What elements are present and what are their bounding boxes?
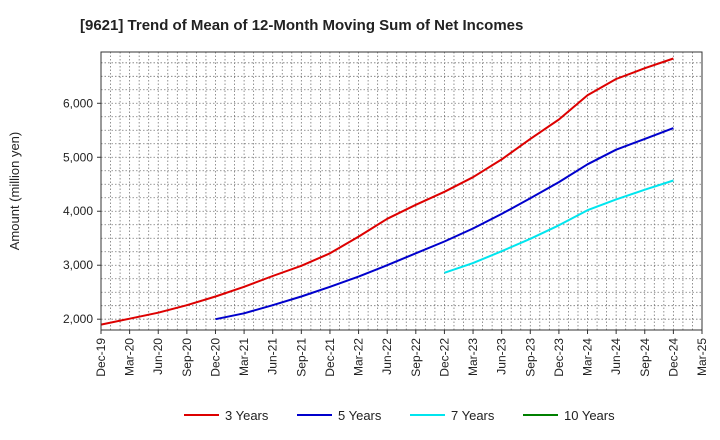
grid-lines (101, 52, 702, 330)
series-line-7-years (444, 179, 674, 274)
series-lines (100, 57, 674, 326)
plot-area-frame (100, 51, 703, 331)
y-tick-label: 6,000 (63, 96, 93, 110)
y-axis-label: Amount (million yen) (7, 132, 22, 251)
y-tick-label: 4,000 (63, 204, 93, 218)
x-tick-label: Sep-24 (638, 338, 652, 377)
x-tick-label: Sep-21 (294, 338, 308, 377)
x-tick-label: Mar-24 (581, 338, 595, 376)
x-tick-label: Mar-23 (466, 338, 480, 376)
x-tick-label: Dec-19 (94, 338, 108, 377)
chart-title: [9621] Trend of Mean of 12-Month Moving … (80, 17, 523, 34)
x-tick-label: Jun-21 (266, 338, 280, 375)
y-tick-labels: 2,000 3,000 4,000 5,000 6,000 (63, 96, 101, 326)
y-tick-label: 2,000 (63, 312, 93, 326)
x-tick-label: Mar-25 (695, 338, 709, 376)
legend-label: 7 Years (451, 408, 495, 423)
series-line-5-years (215, 127, 674, 321)
series-line-3-years (100, 57, 674, 326)
legend-label: 5 Years (338, 408, 382, 423)
x-tick-label: Jun-23 (495, 338, 509, 375)
x-tick-label: Dec-21 (323, 338, 337, 377)
x-tick-label: Mar-20 (123, 338, 137, 376)
x-tick-label: Sep-22 (409, 338, 423, 377)
x-tick-labels: Dec-19 Mar-20 Jun-20 Sep-20 Dec-20 Mar-21 Jun-… (94, 330, 709, 377)
x-tick-label: Dec-22 (437, 338, 451, 377)
x-tick-label: Mar-21 (237, 338, 251, 376)
legend-label: 3 Years (225, 408, 269, 423)
x-tick-label: Sep-20 (180, 338, 194, 377)
x-tick-label: Dec-23 (552, 338, 566, 377)
x-tick-label: Sep-23 (523, 338, 537, 377)
y-tick-label: 3,000 (63, 258, 93, 272)
x-tick-label: Jun-22 (380, 338, 394, 375)
legend-label: 10 Years (564, 408, 615, 423)
x-tick-label: Dec-20 (208, 338, 222, 377)
x-tick-label: Dec-24 (666, 338, 680, 377)
x-tick-label: Jun-24 (609, 338, 623, 375)
y-tick-label: 5,000 (63, 150, 93, 164)
legend: 3 Years 5 Years 7 Years 10 Years (184, 408, 615, 423)
x-tick-label: Jun-20 (151, 338, 165, 375)
x-tick-label: Mar-22 (352, 338, 366, 376)
